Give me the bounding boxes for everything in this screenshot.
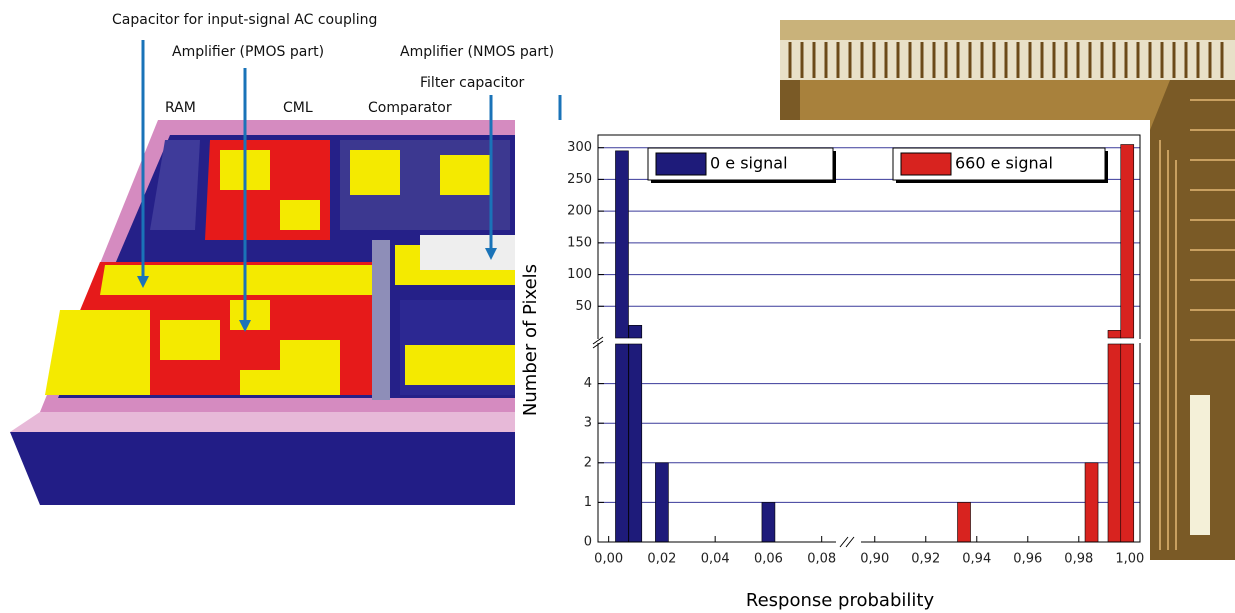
bar: [629, 325, 642, 338]
figure: Capacitor for input-signal AC coupling A…: [0, 0, 1235, 613]
bar: [1108, 330, 1121, 338]
y-tick-label: 300: [567, 140, 592, 155]
annotation: Amplifier (PMOS part): [172, 44, 324, 60]
y-axis-label: Number of Pixels: [520, 264, 541, 416]
x-tick-label: 0,06: [754, 552, 783, 567]
annotation: Filter capacitor: [420, 75, 525, 91]
x-tick-label: 0,96: [1013, 552, 1042, 567]
x-break: [836, 538, 861, 546]
chart-background: [515, 120, 1150, 613]
x-tick-label: 0,98: [1064, 552, 1093, 567]
x-tick-label: 0,08: [807, 552, 836, 567]
legend-label: 660 e signal: [955, 154, 1053, 173]
x-tick-label: 0,92: [911, 552, 940, 567]
y-break: [594, 339, 1144, 343]
chip-illustration: [10, 120, 520, 505]
x-axis-label: Response probability: [746, 590, 935, 611]
bar: [762, 502, 775, 542]
bar: [1121, 344, 1134, 542]
x-tick-label: 0,02: [647, 552, 676, 567]
x-tick-label: 1,00: [1115, 552, 1144, 567]
bar: [615, 344, 628, 542]
y-tick-label: 4: [584, 376, 592, 391]
legend-label: 0 e signal: [710, 154, 788, 173]
annotation: Amplifier (NMOS part): [400, 44, 554, 60]
y-tick-label: 3: [584, 416, 592, 431]
legend-swatch: [656, 153, 706, 175]
y-tick-label: 1: [584, 495, 592, 510]
y-tick-label: 150: [567, 235, 592, 250]
y-tick-label: 2: [584, 455, 592, 470]
bar: [615, 151, 628, 338]
annotation: Comparator: [368, 100, 452, 116]
y-tick-label: 100: [567, 267, 592, 282]
annotation: Capacitor for input-signal AC coupling: [112, 12, 377, 28]
bar: [958, 502, 971, 542]
legend-swatch: [901, 153, 951, 175]
y-tick-label: 200: [567, 204, 592, 219]
y-tick-label: 250: [567, 172, 592, 187]
bar: [1085, 463, 1098, 542]
bar: [629, 344, 642, 542]
bar: [1108, 344, 1121, 542]
page: {"chart_data": {"type": "bar", "xlabel":…: [0, 0, 1235, 613]
annotation: CML: [283, 100, 313, 116]
bar: [1121, 145, 1134, 338]
x-tick-label: 0,94: [962, 552, 991, 567]
x-tick-label: 0,90: [860, 552, 889, 567]
annotation: RAM: [165, 100, 196, 116]
x-tick-label: 0,04: [701, 552, 730, 567]
y-tick-label: 50: [575, 299, 592, 314]
x-tick-label: 0,00: [594, 552, 623, 567]
bar: [655, 463, 668, 542]
y-tick-label: 0: [584, 535, 592, 550]
